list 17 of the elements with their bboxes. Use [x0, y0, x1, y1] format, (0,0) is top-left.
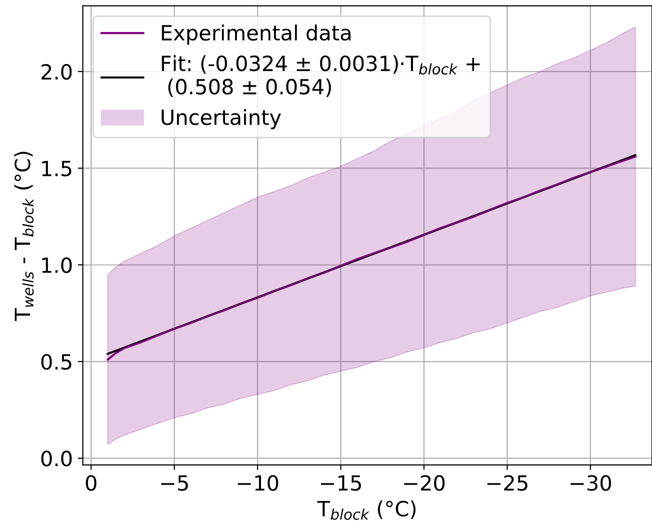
- x-tick-label: −30: [570, 475, 612, 491]
- x-tick-label: −20: [404, 475, 445, 491]
- text: Fit: (-0.0324 ± 0.0031)·T$_{block}$ + (0.508 ± 0.054): [162, 55, 480, 98]
- legend-label: Uncertainty: [162, 109, 281, 130]
- y-tick-label: 1.5: [42, 160, 72, 176]
- y-tick-label: 1.0: [42, 257, 72, 274]
- y-axis-title: T$_{wells}$ - T$_{block}$ (°C): [14, 152, 34, 321]
- y-tick-label: 0.0: [41, 450, 72, 466]
- x-tick-label: −15: [320, 475, 361, 491]
- x-tick-label: 0: [86, 475, 96, 491]
- x-tick-label: −5: [161, 475, 188, 491]
- legend-label: Experimental data: [162, 24, 350, 45]
- x-tick-label: −10: [238, 475, 278, 491]
- y-tick-label: 2.0: [41, 64, 72, 80]
- x-axis-title: T$_{block}$ (°C): [317, 500, 416, 520]
- x-tick-label: −25: [487, 475, 528, 491]
- y-tick-label: 0.5: [41, 354, 72, 370]
